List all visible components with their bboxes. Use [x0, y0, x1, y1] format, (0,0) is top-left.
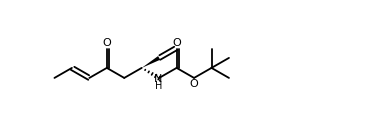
Text: O: O: [190, 79, 198, 89]
Text: H: H: [155, 81, 162, 91]
Text: O: O: [102, 38, 111, 48]
Text: O: O: [172, 38, 181, 48]
Polygon shape: [142, 56, 160, 68]
Text: N: N: [154, 74, 163, 84]
